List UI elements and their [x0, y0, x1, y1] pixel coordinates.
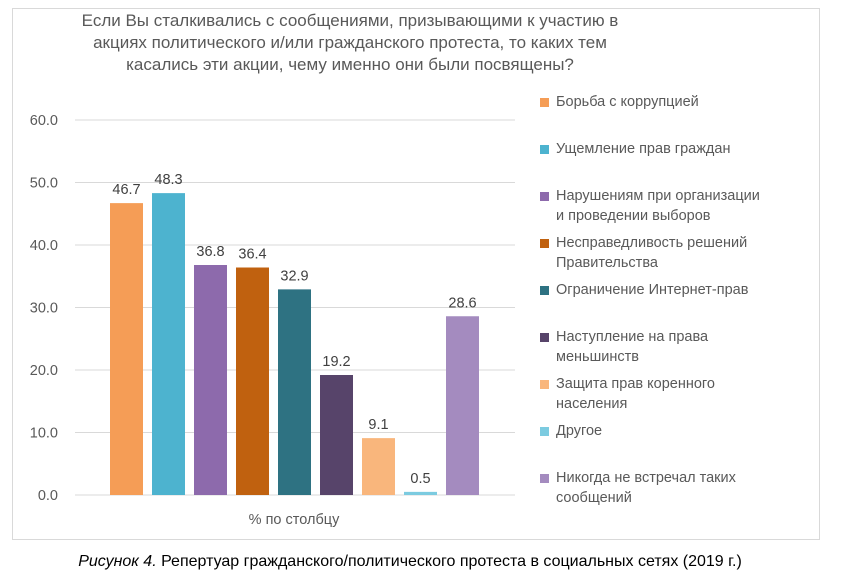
y-axis-tick-labels: 0.0 10.0 20.0 30.0 40.0 50.0 60.0 [30, 113, 58, 504]
bar [278, 289, 311, 495]
data-labels: 46.7 48.3 36.8 36.4 32.9 19.2 9.1 0.5 28.6 [112, 172, 476, 487]
legend-swatch [540, 380, 549, 389]
data-label: 32.9 [280, 268, 308, 284]
legend-label-line: меньшинств [556, 349, 639, 365]
legend-item: Наступление на права меньшинств [540, 327, 708, 367]
bar [320, 375, 353, 495]
legend-item: Борьба с коррупцией [540, 92, 699, 112]
legend-label: Ущемление прав граждан [556, 139, 730, 159]
legend-label: Несправедливость решений Правительства [556, 233, 747, 273]
legend-swatch [540, 427, 549, 436]
figure-caption: Рисунок 4. Репертуар гражданского/полити… [0, 553, 820, 571]
data-label: 36.4 [238, 247, 266, 263]
legend-swatch [540, 286, 549, 295]
caption-prefix: Рисунок 4. [78, 553, 157, 570]
legend-label-line: населения [556, 396, 628, 412]
legend-label: Защита прав коренного населения [556, 374, 715, 414]
legend-swatch [540, 333, 549, 342]
legend-label-line: Ущемление прав граждан [556, 141, 731, 157]
legend-swatch [540, 98, 549, 107]
data-label: 48.3 [154, 172, 182, 188]
legend-label-line: Борьба с коррупцией [556, 94, 699, 110]
y-tick-label: 0.0 [38, 488, 58, 504]
legend-label-line: Никогда не встречал таких [556, 470, 736, 486]
legend-item: Никогда не встречал таких сообщений [540, 468, 736, 508]
data-label: 46.7 [112, 182, 140, 198]
data-label: 9.1 [368, 417, 388, 433]
legend-label-line: Несправедливость решений [556, 235, 748, 251]
chart-title: Если Вы сталкивались с сообщениями, приз… [81, 11, 619, 74]
legend-item: Нарушениям при организации и проведении в… [540, 186, 760, 226]
legend-item: Защита прав коренного населения [540, 374, 715, 414]
bar [236, 267, 269, 495]
bar [362, 438, 395, 495]
legend-item: Ограничение Интернет-прав [540, 280, 748, 300]
bar [194, 265, 227, 495]
bar [152, 193, 185, 495]
caption-text: Репертуар гражданского/политического про… [156, 553, 742, 570]
bar [404, 491, 437, 495]
bars [110, 193, 479, 495]
x-axis-label: % по столбцу [249, 512, 340, 528]
legend-label: Наступление на права меньшинств [556, 327, 708, 367]
y-tick-label: 10.0 [30, 426, 58, 442]
y-tick-label: 50.0 [30, 176, 58, 192]
legend-swatch [540, 145, 549, 154]
data-label: 36.8 [196, 244, 224, 260]
legend-label: Никогда не встречал таких сообщений [556, 468, 736, 508]
bar [110, 203, 143, 495]
data-label: 0.5 [410, 471, 430, 487]
legend-swatch [540, 192, 549, 201]
legend-item: Другое [540, 421, 602, 441]
legend-item: Несправедливость решений Правительства [540, 233, 747, 273]
legend-label: Другое [556, 421, 602, 441]
legend-label-line: сообщений [556, 490, 632, 506]
legend-label-line: Наступление на права [556, 329, 709, 345]
y-tick-label: 20.0 [30, 363, 58, 379]
y-tick-label: 30.0 [30, 301, 58, 317]
legend-label-line: Другое [556, 423, 603, 439]
legend-label: Ограничение Интернет-прав [556, 280, 748, 300]
legend-label: Борьба с коррупцией [556, 92, 699, 112]
legend-label-line: Защита прав коренного [556, 376, 715, 392]
legend-swatch [540, 239, 549, 248]
data-label: 28.6 [448, 295, 476, 311]
legend-label-line: и проведении выборов [556, 208, 711, 224]
chart-frame [12, 8, 820, 540]
legend-label-line: Нарушениям при организации [556, 188, 760, 204]
y-tick-label: 40.0 [30, 238, 58, 254]
legend-swatch [540, 474, 549, 483]
legend-label: Нарушениям при организации и проведении в… [556, 186, 760, 226]
legend-label-line: Ограничение Интернет-прав [556, 282, 749, 298]
legend-label-line: Правительства [556, 255, 658, 271]
y-tick-label: 60.0 [30, 113, 58, 129]
data-label: 19.2 [322, 354, 350, 370]
legend-item: Ущемление прав граждан [540, 139, 730, 159]
bar [446, 316, 479, 495]
